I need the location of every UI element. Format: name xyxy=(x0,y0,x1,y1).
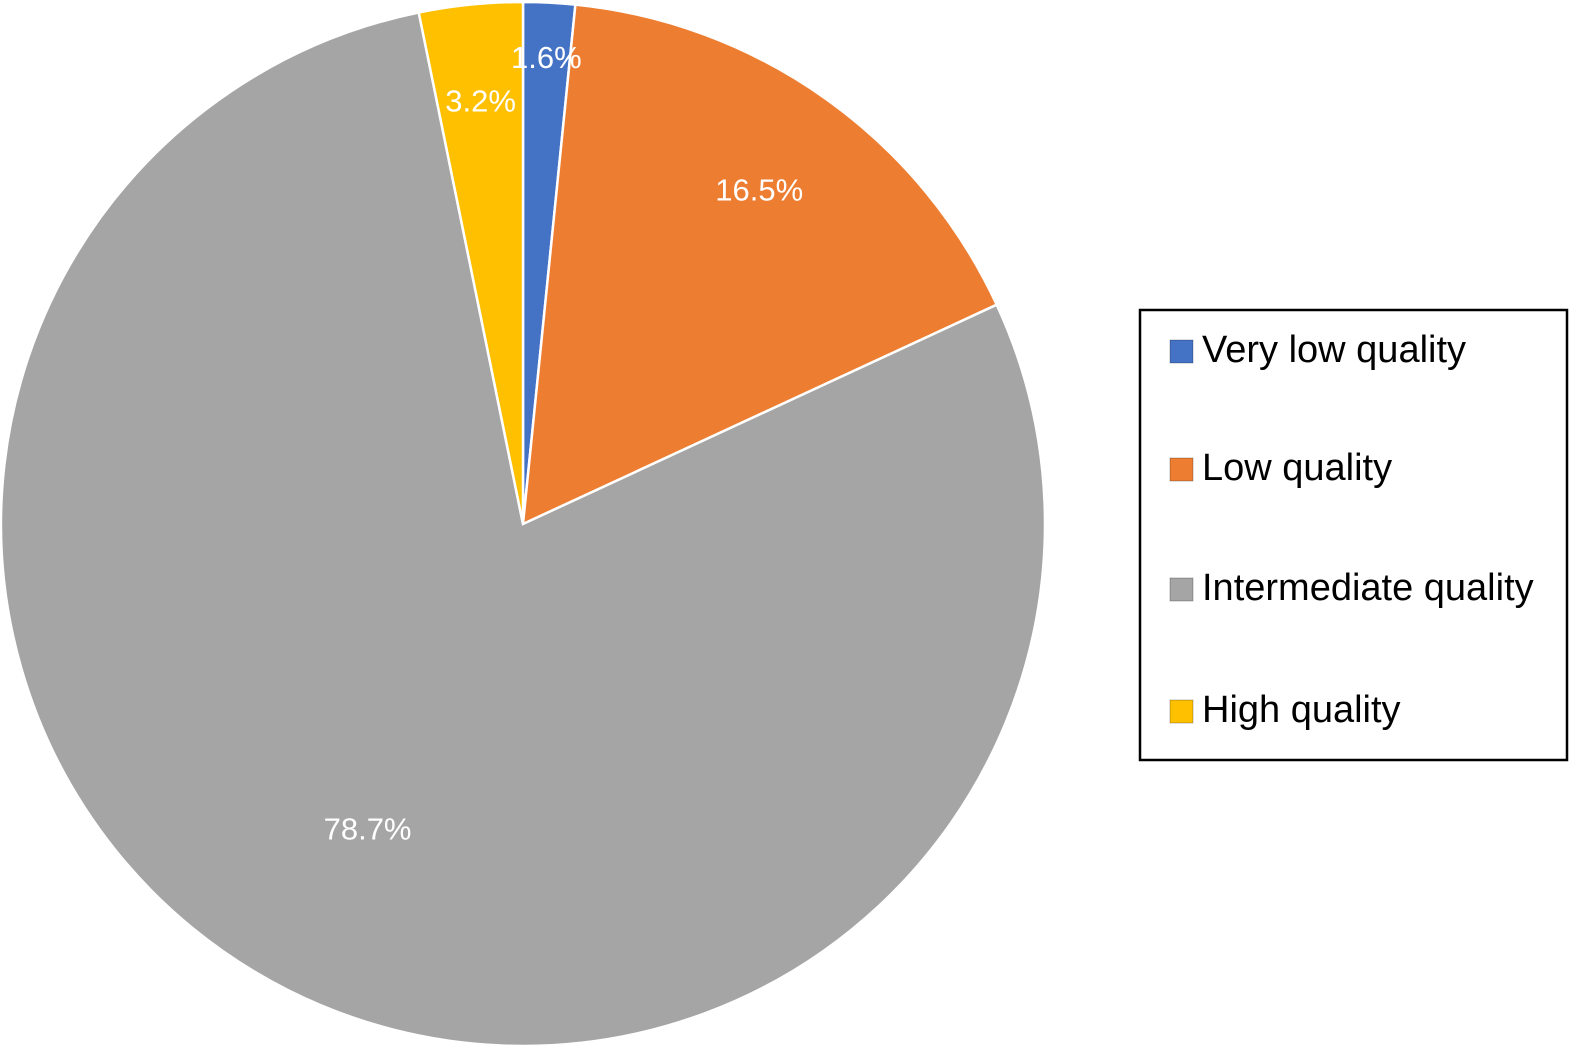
legend-label: Low quality xyxy=(1202,447,1392,489)
legend-label: Intermediate quality xyxy=(1202,567,1534,609)
data-label: 1.6% xyxy=(511,40,582,75)
data-label: 78.7% xyxy=(324,812,412,847)
pie-slice xyxy=(521,3,999,527)
legend-label: Very low quality xyxy=(1202,329,1466,371)
data-label: 16.5% xyxy=(715,173,803,208)
legend-swatch xyxy=(1169,577,1194,602)
pie-slice xyxy=(417,0,525,525)
data-label: 3.2% xyxy=(445,84,516,119)
legend-label: High quality xyxy=(1202,689,1401,731)
legend-swatch xyxy=(1169,699,1194,724)
legend-swatch xyxy=(1169,457,1194,482)
legend-box xyxy=(1138,308,1569,762)
pie-slice xyxy=(0,11,1047,1048)
legend-swatch xyxy=(1169,339,1194,364)
